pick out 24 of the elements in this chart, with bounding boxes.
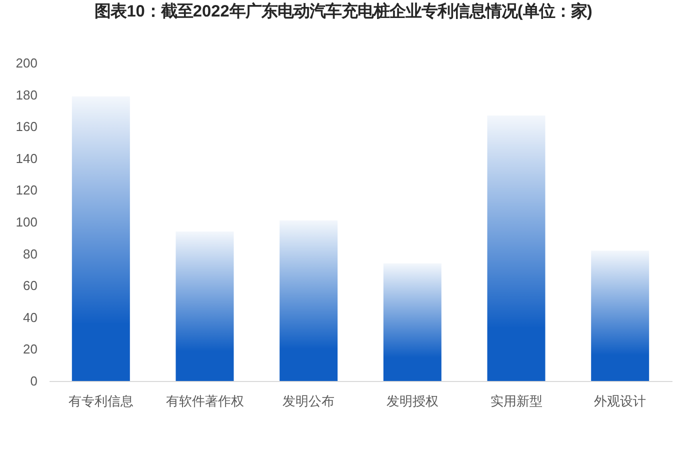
bar — [383, 263, 442, 381]
y-tick-label: 40 — [23, 310, 38, 325]
x-tick-label: 发明授权 — [386, 394, 438, 408]
y-tick-label: 80 — [23, 246, 38, 262]
y-tick-label: 200 — [16, 56, 38, 70]
x-tick-label: 发明公布 — [282, 394, 335, 408]
y-tick-label: 0 — [30, 374, 38, 388]
bar — [591, 250, 650, 381]
x-tick-label: 外观设计 — [594, 394, 646, 408]
y-tick-label: 100 — [16, 214, 38, 230]
x-tick-label: 有专利信息 — [68, 394, 134, 408]
x-tick-label: 有软件著作权 — [166, 394, 244, 408]
y-tick-label: 140 — [16, 150, 38, 166]
y-tick-label: 60 — [23, 278, 38, 294]
bar — [72, 96, 130, 381]
y-tick-label: 20 — [23, 342, 38, 357]
bar — [487, 115, 546, 381]
y-tick-label: 120 — [16, 182, 38, 198]
y-tick-label: 160 — [16, 119, 38, 134]
y-tick-label: 180 — [16, 87, 38, 102]
x-tick-label: 实用新型 — [490, 394, 542, 408]
bar — [176, 232, 234, 381]
bar — [280, 220, 338, 381]
chart-title: 图表10：截至2022年广东电动汽车充电桩企业专利信息情况(单位：家) — [94, 2, 592, 21]
